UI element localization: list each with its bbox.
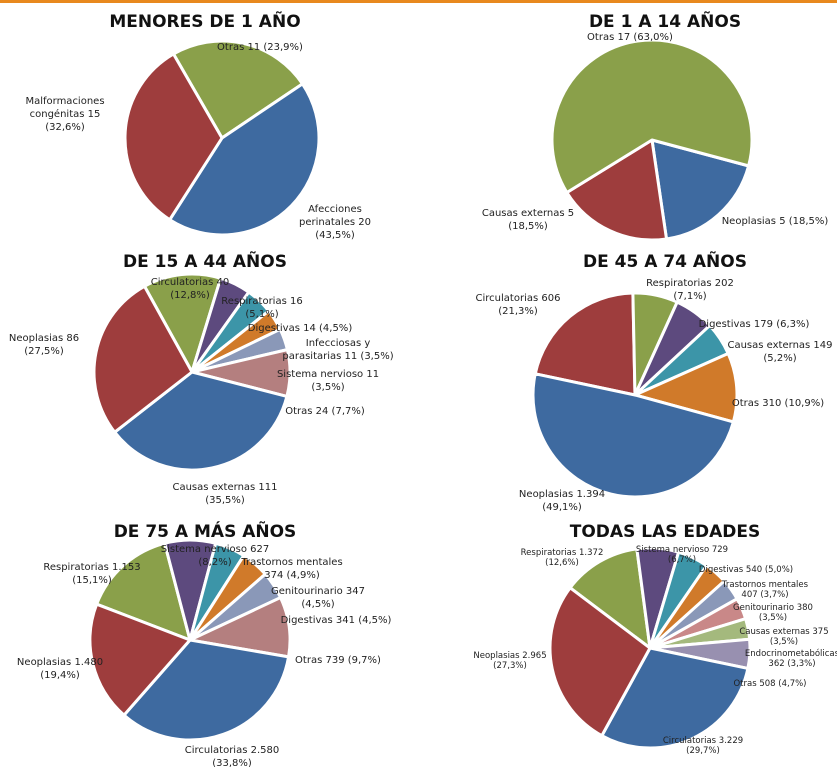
chart-title: TODAS LAS EDADES <box>569 522 761 542</box>
pie-slice <box>95 541 192 642</box>
slice-label: Neoplasias 1.394 (49,1%) <box>518 489 606 513</box>
slice-label: Respiratorias 202 (7,1%) <box>646 278 734 302</box>
pie-slice <box>172 39 304 140</box>
slice-label: Respiratorias 16 (5,1%) <box>221 296 303 320</box>
pie-slice <box>531 372 735 499</box>
slice-label: Otras 310 (10,9%) <box>731 398 825 409</box>
slice-label: Endocrinometabólicas 362 (3,3%) <box>744 649 837 669</box>
chart-title: DE 45 A 74 AÑOS <box>583 252 747 272</box>
slice-label: Neoplasias 86 (27,5%) <box>8 333 80 357</box>
slice-label: Trastornos mentales 374 (4,9%) <box>241 557 343 581</box>
slice-label: Sistema nervioso 11 (3,5%) <box>276 369 380 393</box>
slice-label: Causas externas 5 (18,5%) <box>481 208 575 232</box>
pie-slice <box>533 291 637 397</box>
slice-label: Otras 11 (23,9%) <box>217 42 303 53</box>
slice-label: Otras 24 (7,7%) <box>285 406 365 417</box>
pie-slice <box>142 272 223 374</box>
chart-title: DE 1 A 14 AÑOS <box>588 12 742 32</box>
slice-label: Neoplasias 5 (18,5%) <box>721 216 829 227</box>
slice-label: Otras 17 (63,0%) <box>587 32 673 43</box>
slice-label: Circulatorias 3.229 (29,7%) <box>662 736 744 756</box>
slice-label: Genitourinario 380 (3,5%) <box>733 603 813 623</box>
slice-label: Sistema nervioso 627 (8,2%) <box>160 544 270 568</box>
pie-slice <box>123 52 224 222</box>
slice-label: Digestivas 14 (4,5%) <box>247 323 353 334</box>
slice-label: Digestivas 540 (5,0%) <box>698 565 794 575</box>
pie-slice <box>565 138 668 242</box>
pie-slice <box>568 547 652 650</box>
slice-label: Sistema nervioso 729 (6,7%) <box>635 545 729 565</box>
chart-title: DE 75 A MÁS AÑOS <box>113 522 297 542</box>
slice-label: Neoplasias 1.480 (19,4%) <box>16 657 104 681</box>
slice-label: Circulatorias 2.580 (33,8%) <box>184 745 280 767</box>
slice-label: Infecciosas y parasitarias 11 (3,5%) <box>282 338 394 362</box>
pie-slice <box>88 602 192 717</box>
pie-slice <box>92 284 194 434</box>
slice-label: Circulatorias 40 (12,8%) <box>150 277 230 301</box>
pie-slice <box>122 638 291 742</box>
slice-label: Genitourinario 347 (4,5%) <box>270 586 366 610</box>
slice-label: Otras 508 (4,7%) <box>733 679 807 689</box>
slice-label: Digestivas 341 (4,5%) <box>280 615 392 626</box>
pie-slice <box>113 370 289 472</box>
chart-title: DE 15 A 44 AÑOS <box>123 252 287 272</box>
slice-label: Neoplasias 2.965 (27,3%) <box>473 651 547 671</box>
slice-label: Malformaciones congénitas 15 (32,6%) <box>25 96 105 133</box>
slice-label: Respiratorias 1.153 (15,1%) <box>43 562 141 586</box>
slice-label: Respiratorias 1.372 (12,6%) <box>520 548 604 568</box>
slice-label: Afecciones perinatales 20 (43,5%) <box>299 204 371 241</box>
slice-label: Trastornos mentales 407 (3,7%) <box>721 580 809 600</box>
pie-slice <box>548 586 652 738</box>
slice-label: Digestivas 179 (6,3%) <box>698 319 810 330</box>
pie-slice <box>550 38 754 194</box>
slice-label: Causas externas 111 (35,5%) <box>172 482 278 506</box>
top-bar <box>0 0 837 3</box>
pie-slice <box>168 82 321 237</box>
slice-label: Causas externas 149 (5,2%) <box>727 340 833 364</box>
slice-label: Causas externas 375 (3,5%) <box>739 627 829 647</box>
pie-slice <box>650 138 751 241</box>
slice-label: Otras 739 (9,7%) <box>295 655 381 666</box>
slice-label: Circulatorias 606 (21,3%) <box>475 293 561 317</box>
pie-slice <box>600 646 750 750</box>
chart-title: MENORES DE 1 AÑO <box>109 12 301 32</box>
